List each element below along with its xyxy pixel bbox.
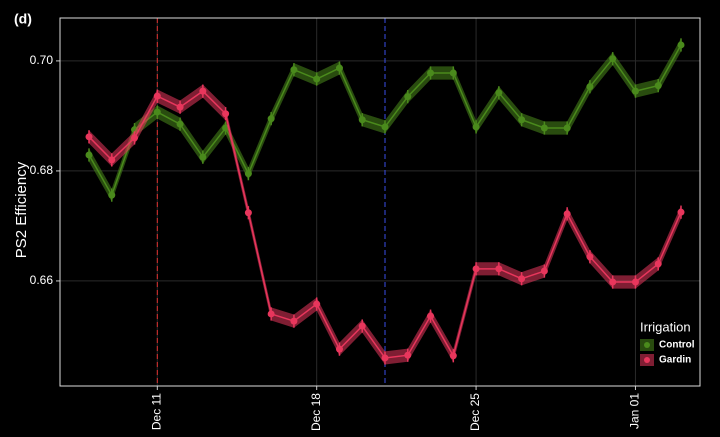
point xyxy=(381,123,389,131)
point xyxy=(609,55,617,63)
point xyxy=(290,66,298,74)
point xyxy=(631,278,639,286)
point xyxy=(427,69,435,77)
y-tick-label: 0.70 xyxy=(30,53,54,67)
point xyxy=(586,253,594,261)
point xyxy=(131,134,139,142)
point xyxy=(586,83,594,91)
point xyxy=(495,89,503,97)
point xyxy=(472,265,480,273)
point xyxy=(85,151,93,159)
point xyxy=(404,93,412,101)
legend-label: Control xyxy=(659,340,695,351)
point xyxy=(449,69,457,77)
point xyxy=(153,108,161,116)
point xyxy=(85,133,93,141)
point xyxy=(518,116,526,124)
point xyxy=(472,123,480,131)
point xyxy=(176,120,184,128)
point xyxy=(313,75,321,83)
y-axis-label: PS2 Efficiency xyxy=(13,161,30,258)
x-tick-label: Jan 01 xyxy=(628,393,642,429)
point xyxy=(677,208,685,216)
point xyxy=(631,87,639,95)
point xyxy=(244,170,252,178)
y-tick-label: 0.66 xyxy=(30,273,54,287)
point xyxy=(358,116,366,124)
point xyxy=(609,278,617,286)
x-tick-label: Dec 25 xyxy=(468,393,482,431)
point xyxy=(381,354,389,362)
point xyxy=(654,260,662,268)
point xyxy=(222,110,230,118)
point xyxy=(563,210,571,218)
point xyxy=(108,156,116,164)
y-tick-label: 0.68 xyxy=(30,163,54,177)
legend-key-point xyxy=(644,342,650,348)
point xyxy=(176,103,184,111)
point xyxy=(267,115,275,123)
legend-title: Irrigation xyxy=(640,319,691,334)
point xyxy=(677,41,685,49)
point xyxy=(199,153,207,161)
point xyxy=(108,191,116,199)
point xyxy=(540,267,548,275)
point xyxy=(563,124,571,132)
point xyxy=(540,124,548,132)
plot-frame xyxy=(59,17,701,387)
point xyxy=(335,64,343,72)
point xyxy=(313,300,321,308)
legend-label: Gardin xyxy=(659,355,691,366)
panel-label: (d) xyxy=(14,11,32,27)
point xyxy=(335,345,343,353)
point xyxy=(153,92,161,100)
point xyxy=(404,351,412,359)
x-tick-label: Dec 11 xyxy=(149,393,163,430)
point xyxy=(654,82,662,90)
point xyxy=(518,275,526,283)
point xyxy=(427,312,435,320)
x-tick-label: Dec 18 xyxy=(309,393,323,431)
point xyxy=(495,265,503,273)
legend-key-point xyxy=(644,357,650,363)
point xyxy=(449,352,457,360)
point xyxy=(290,317,298,325)
point xyxy=(199,87,207,95)
point xyxy=(267,310,275,318)
point xyxy=(244,209,252,217)
point xyxy=(358,322,366,330)
